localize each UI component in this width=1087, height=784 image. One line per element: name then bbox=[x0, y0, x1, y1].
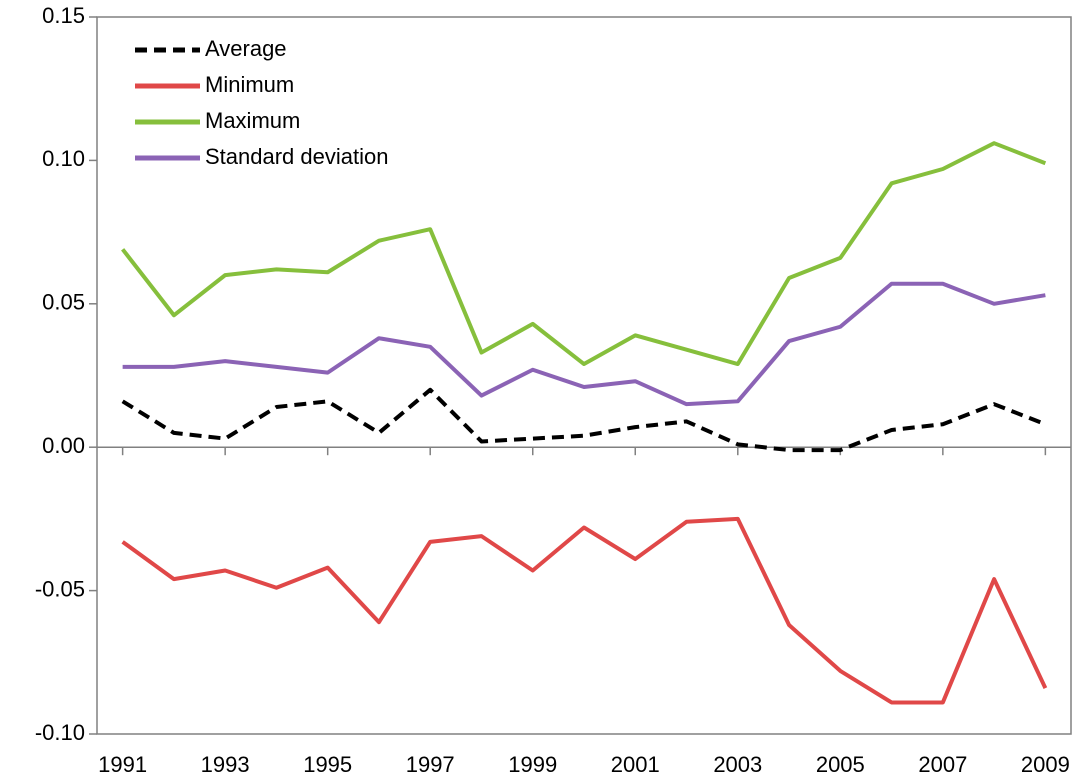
series-line bbox=[122, 281, 1046, 407]
series-line bbox=[121, 516, 1048, 705]
x-tick-label: 2007 bbox=[918, 752, 967, 777]
x-tick-label: 1991 bbox=[98, 752, 147, 777]
y-tick-label: 0.05 bbox=[42, 290, 85, 315]
y-tick-label: -0.10 bbox=[35, 720, 85, 745]
x-tick-label: 2003 bbox=[713, 752, 762, 777]
x-tick-label: 1995 bbox=[303, 752, 352, 777]
y-tick-label: 0.15 bbox=[42, 3, 85, 28]
series-line bbox=[121, 141, 1047, 367]
x-tick-label: 1993 bbox=[201, 752, 250, 777]
y-tick-label: -0.05 bbox=[35, 576, 85, 601]
y-tick-label: 0.10 bbox=[42, 146, 85, 171]
legend-label: Standard deviation bbox=[205, 144, 388, 169]
legend-label: Average bbox=[205, 36, 287, 61]
x-tick-label: 2005 bbox=[816, 752, 865, 777]
series-line bbox=[121, 387, 1047, 453]
x-tick-label: 1999 bbox=[508, 752, 557, 777]
x-tick-label: 2001 bbox=[611, 752, 660, 777]
x-tick-label: 2009 bbox=[1021, 752, 1070, 777]
legend-label: Minimum bbox=[205, 72, 294, 97]
x-tick-label: 1997 bbox=[406, 752, 455, 777]
legend-label: Maximum bbox=[205, 108, 300, 133]
plot-frame bbox=[96, 16, 1072, 735]
y-tick-label: 0.00 bbox=[42, 433, 85, 458]
